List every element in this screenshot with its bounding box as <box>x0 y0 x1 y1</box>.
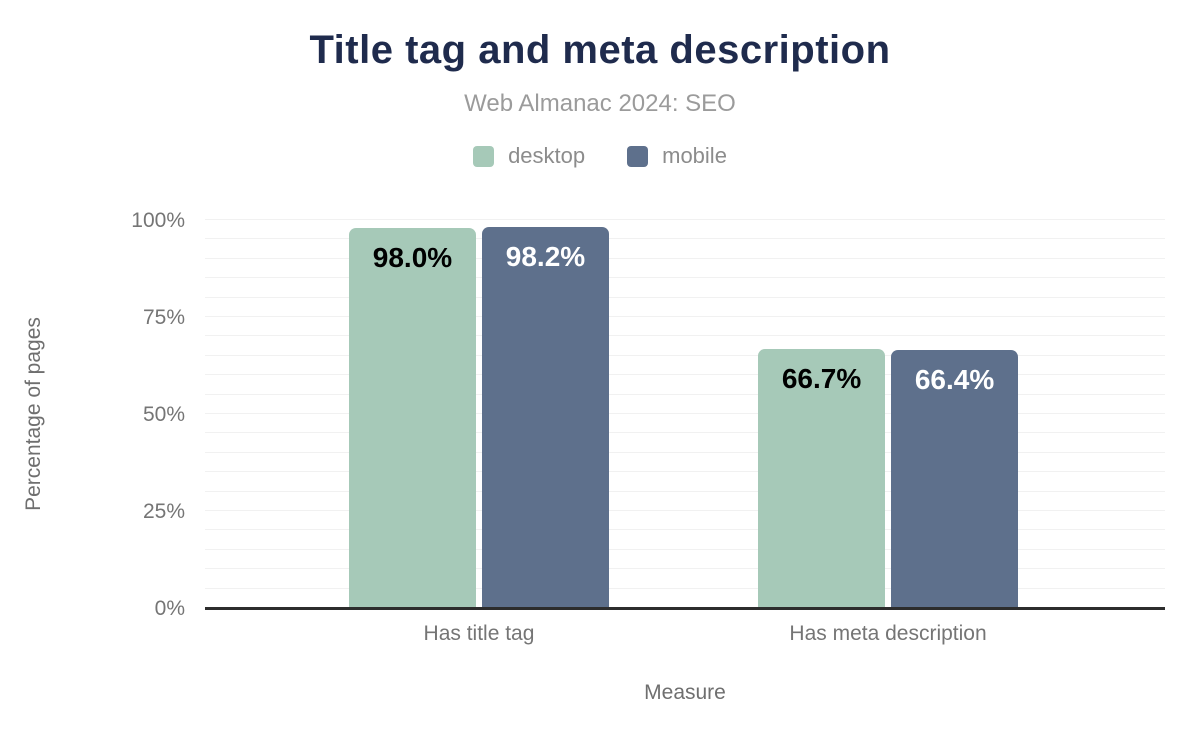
gridline-70 <box>205 335 1165 337</box>
gridline-10 <box>205 568 1165 570</box>
bar-desktop-has-meta-description: 66.7% <box>758 349 886 608</box>
legend-item-mobile: mobile <box>627 143 727 169</box>
gridline-30 <box>205 490 1165 492</box>
legend-label-desktop: desktop <box>508 143 586 168</box>
gridline-35 <box>205 471 1165 473</box>
y-tick-0: 0% <box>154 597 185 620</box>
bar-desktop-has-title-tag: 98.0% <box>348 227 476 608</box>
bar-mobile-has-title-tag: 98.2% <box>481 226 609 608</box>
gridline-80 <box>205 296 1165 298</box>
x-tick-has-title-tag: Has title tag <box>423 622 535 645</box>
gridline-15 <box>205 548 1165 550</box>
bar-value-label: 98.2% <box>505 240 586 272</box>
legend-item-desktop: desktop <box>473 143 585 169</box>
gridline-65 <box>205 354 1165 356</box>
y-tick-50: 50% <box>142 403 185 426</box>
x-axis-title: Measure <box>644 681 726 704</box>
desktop-swatch-icon <box>473 145 495 167</box>
gridline-25 <box>205 510 1165 511</box>
gridline-75 <box>205 316 1165 317</box>
gridline-20 <box>205 529 1165 531</box>
gridline-50 <box>205 413 1165 414</box>
chart-title: Title tag and meta description <box>309 28 891 72</box>
x-axis-line <box>205 607 1165 610</box>
bar-value-label: 66.4% <box>914 364 995 396</box>
bar-mobile-has-meta-description: 66.4% <box>891 350 1019 608</box>
gridline-45 <box>205 432 1165 434</box>
y-tick-100: 100% <box>131 209 185 232</box>
gridline-90 <box>205 257 1165 259</box>
gridline-55 <box>205 393 1165 395</box>
y-tick-75: 75% <box>142 306 185 329</box>
bar-value-label: 98.0% <box>372 241 453 273</box>
chart-subtitle: Web Almanac 2024: SEO <box>464 90 736 117</box>
gridline-100 <box>205 219 1165 220</box>
gridline-60 <box>205 374 1165 376</box>
legend-label-mobile: mobile <box>662 143 727 168</box>
plot-area: 98.0% 98.2% 66.7% 66.4% <box>205 219 1165 610</box>
gridline-40 <box>205 451 1165 453</box>
gridline-85 <box>205 277 1165 279</box>
y-tick-25: 25% <box>142 500 185 523</box>
x-tick-has-meta-description: Has meta description <box>789 622 987 645</box>
legend: desktop mobile <box>0 143 1200 169</box>
gridline-5 <box>205 587 1165 589</box>
gridline-95 <box>205 238 1165 240</box>
bar-value-label: 66.7% <box>781 363 862 395</box>
mobile-swatch-icon <box>627 145 649 167</box>
